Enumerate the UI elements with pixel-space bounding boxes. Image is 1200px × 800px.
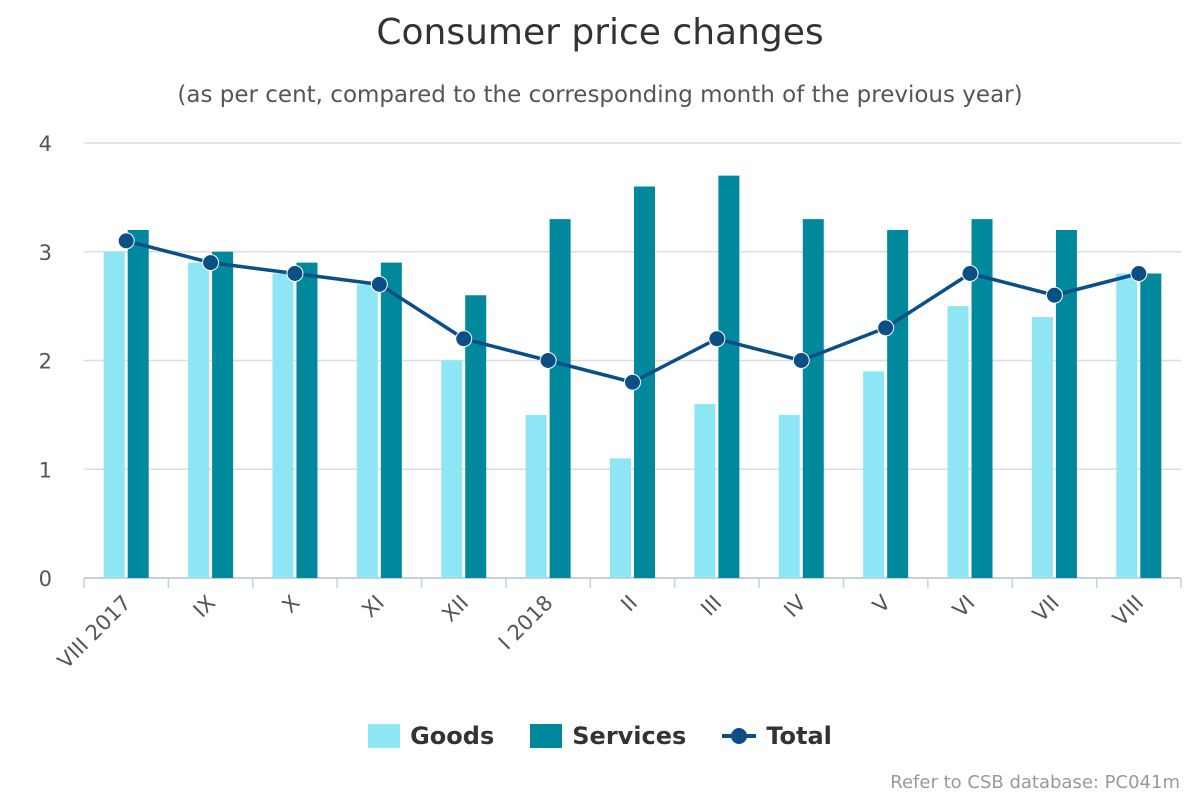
y-tick-label-1: 1	[39, 458, 52, 482]
chart-legend: Goods Services Total	[0, 722, 1200, 750]
bar-services-8	[802, 219, 824, 578]
x-tick-label-12: VIII	[1108, 591, 1148, 631]
point-total-12	[1130, 265, 1148, 282]
bar-goods-11	[1031, 317, 1053, 578]
bar-goods-7	[694, 404, 716, 578]
point-total-10	[961, 265, 979, 282]
point-total-1	[202, 254, 220, 272]
legend-label-services: Services	[572, 722, 687, 750]
x-tick-label-2: X	[277, 591, 304, 618]
point-total-3	[370, 275, 388, 293]
legend-item-services[interactable]: Services	[530, 722, 686, 750]
point-total-11	[1045, 286, 1063, 304]
x-tick-label-3: XI	[357, 591, 389, 623]
y-tick-label-3: 3	[39, 241, 52, 265]
x-tick-label-11: VII	[1028, 591, 1064, 627]
legend-swatch-services	[530, 724, 563, 748]
bar-services-9	[887, 230, 909, 578]
x-tick-label-1: IX	[189, 591, 221, 623]
point-total-7	[708, 330, 726, 348]
x-tick-label-9: V	[868, 590, 896, 618]
bar-goods-0	[103, 251, 125, 578]
point-total-2	[286, 265, 304, 282]
point-total-6	[624, 373, 641, 391]
bar-services-0	[127, 230, 149, 578]
credits-link[interactable]: Refer to CSB database: PC041m	[890, 772, 1180, 793]
point-total-0	[117, 232, 135, 250]
x-tick-label-5: I 2018	[494, 591, 558, 655]
bar-services-4	[465, 295, 487, 578]
legend-swatch-goods	[368, 724, 401, 748]
y-tick-label-4: 4	[39, 132, 52, 156]
bar-services-5	[549, 219, 571, 578]
bar-services-7	[718, 175, 740, 578]
bar-goods-5	[525, 414, 547, 578]
bar-services-2	[296, 262, 318, 578]
point-total-8	[792, 352, 810, 369]
bar-services-10	[971, 219, 993, 578]
chart-subtitle: (as per cent, compared to the correspond…	[177, 82, 1023, 108]
bar-goods-2	[272, 273, 294, 578]
x-tick-label-0: VIII 2017	[53, 591, 136, 674]
legend-marker-total	[722, 724, 757, 748]
bar-goods-1	[188, 262, 210, 578]
legend-item-goods[interactable]: Goods	[368, 722, 494, 750]
x-tick-label-4: XII	[437, 591, 473, 627]
x-tick-label-7: III	[696, 591, 726, 621]
bar-goods-3	[356, 284, 378, 578]
bar-goods-6	[610, 458, 631, 578]
legend-item-total[interactable]: Total	[722, 722, 832, 750]
bar-services-3	[380, 262, 402, 578]
bar-services-6	[634, 186, 655, 578]
bar-services-1	[212, 251, 234, 578]
legend-label-goods: Goods	[410, 722, 495, 750]
point-total-4	[455, 330, 473, 348]
y-tick-label-2: 2	[39, 350, 52, 374]
bar-goods-9	[863, 371, 885, 578]
point-total-9	[877, 319, 895, 337]
bar-goods-12	[1116, 273, 1138, 578]
x-tick-label-8: IV	[779, 590, 811, 622]
x-tick-label-6: II	[616, 591, 642, 617]
bar-services-11	[1055, 230, 1077, 578]
point-total-5	[539, 352, 557, 369]
bar-goods-4	[441, 360, 463, 578]
x-tick-label-10: VI	[948, 591, 980, 623]
y-tick-label-0: 0	[39, 567, 52, 591]
legend-label-total: Total	[766, 722, 832, 750]
bar-services-12	[1140, 273, 1162, 578]
bar-goods-10	[947, 306, 969, 578]
bar-goods-8	[778, 414, 800, 578]
chart-title: Consumer price changes	[376, 12, 824, 53]
